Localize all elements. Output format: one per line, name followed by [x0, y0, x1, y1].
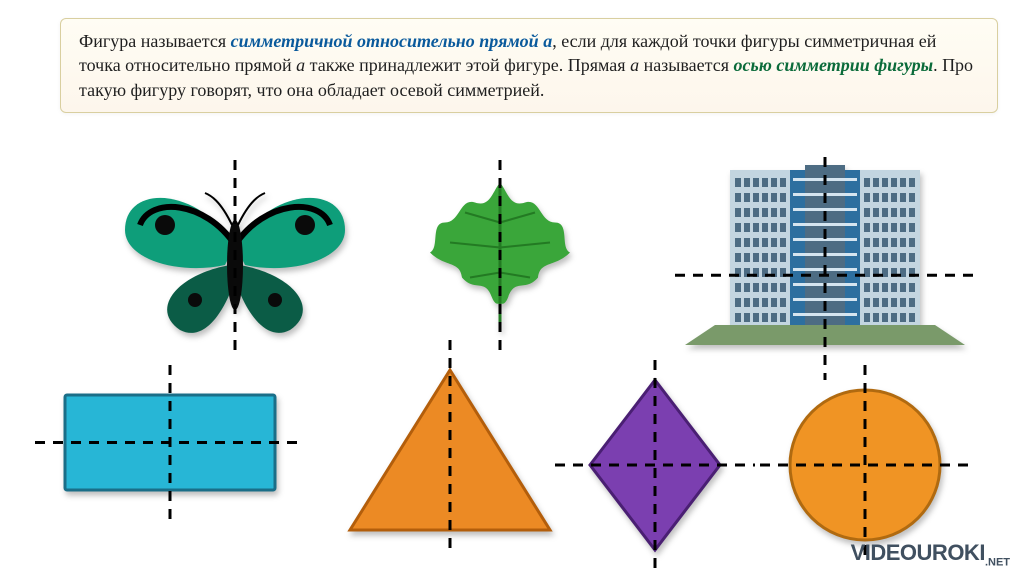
- watermark-brand: VIDEOUROKI: [851, 540, 985, 565]
- watermark-suffix: .NET: [985, 556, 1010, 568]
- figure-stage: [0, 0, 1024, 574]
- watermark: VIDEOUROKI.NET: [851, 540, 1010, 568]
